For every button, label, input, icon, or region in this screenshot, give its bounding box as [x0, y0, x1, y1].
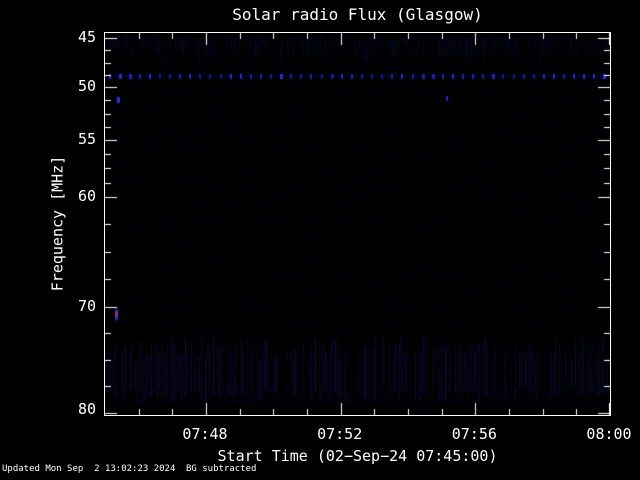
x-tick-label: 07:48 [182, 425, 228, 443]
x-tick-label: 07:56 [451, 425, 497, 443]
spectrogram-canvas [105, 33, 610, 415]
x-axis-title: Start Time (02−Sep−24 07:45:00) [217, 447, 498, 465]
footer: Updated Mon Sep 2 13:02:23 2024 BG subtr… [0, 463, 640, 477]
bg-subtracted-note: BG subtracted [186, 464, 257, 474]
y-tick-label: 55 [77, 129, 96, 148]
y-tick-label: 50 [77, 77, 96, 96]
y-axis-title: Frequency [MHz] [48, 155, 67, 292]
y-tick-label: 70 [77, 296, 96, 315]
x-tick-label: 07:52 [317, 425, 363, 443]
updated-timestamp: Updated Mon Sep 2 13:02:23 2024 [2, 464, 176, 474]
y-tick-label: 45 [77, 27, 96, 46]
plot-frame [104, 32, 611, 416]
x-tick-label: 08:00 [586, 425, 632, 443]
chart-title: Solar radio Flux (Glasgow) [232, 5, 483, 24]
y-tick-label: 80 [77, 400, 96, 419]
y-tick-label: 60 [77, 186, 96, 205]
